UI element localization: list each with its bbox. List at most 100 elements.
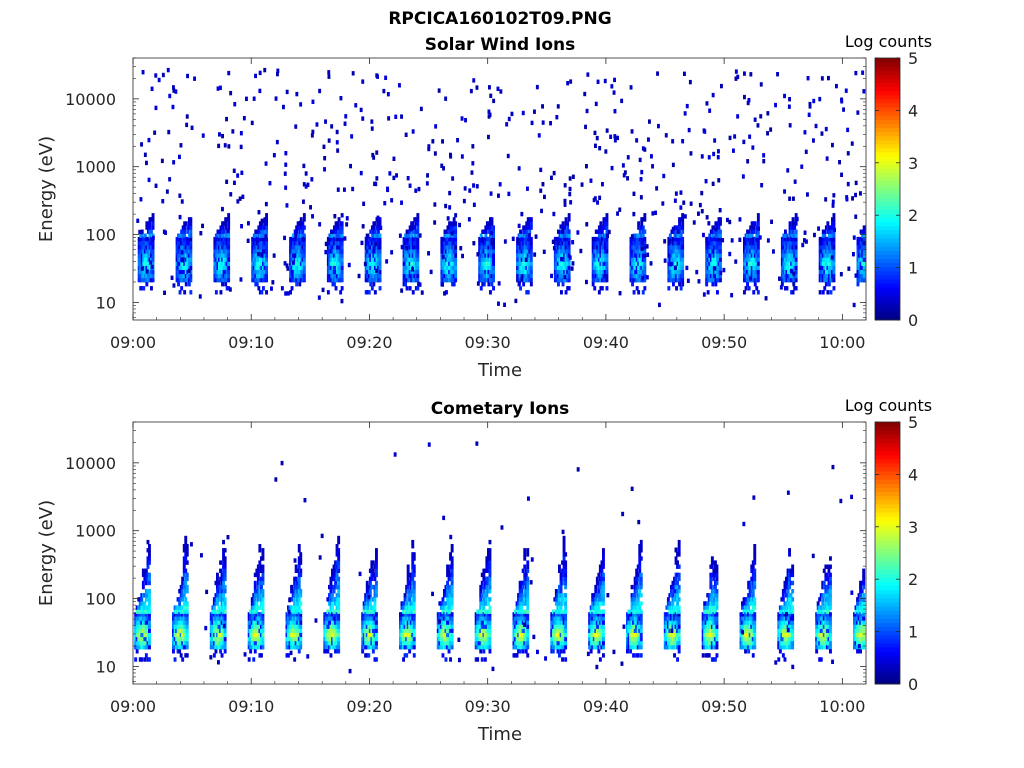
heatmap-cell — [140, 233, 144, 238]
heatmap-cell — [743, 249, 746, 254]
heatmap-cell — [143, 253, 147, 258]
heatmap-cell — [496, 86, 500, 91]
heatmap-cell — [832, 225, 836, 230]
heatmap-cell — [140, 624, 144, 629]
heatmap-cell — [366, 265, 370, 270]
heatmap-cell — [638, 249, 642, 254]
heatmap-cell — [604, 241, 607, 246]
heatmap-cell — [140, 249, 144, 254]
heatmap-cell — [383, 201, 387, 206]
heatmap-cell — [292, 265, 295, 270]
heatmap-cell — [340, 257, 344, 262]
heatmap-cell — [184, 568, 188, 573]
heatmap-cell — [519, 286, 522, 291]
heatmap-cell — [351, 186, 355, 192]
heatmap-cell — [262, 249, 265, 254]
heatmap-cell — [222, 601, 225, 606]
heatmap-cell — [832, 245, 836, 250]
heatmap-cell — [638, 241, 642, 246]
heatmap-cell — [443, 612, 446, 617]
heatmap-cell — [519, 229, 522, 234]
heatmap-cell — [714, 236, 718, 242]
heatmap-cell — [214, 236, 218, 242]
heatmap-cell — [452, 241, 456, 246]
heatmap-cell — [334, 584, 337, 590]
heatmap-cell — [490, 257, 494, 262]
heatmap-cell — [482, 273, 486, 279]
heatmap-cell — [333, 273, 336, 279]
heatmap-cell — [289, 245, 292, 250]
heatmap-cell — [329, 601, 333, 606]
heatmap-cell — [414, 286, 418, 291]
heatmap-cell — [800, 164, 804, 169]
heatmap-cell — [331, 572, 334, 578]
heatmap-cell — [711, 257, 715, 262]
heatmap-cell — [373, 657, 377, 662]
heatmap-cell — [216, 645, 219, 650]
heatmap-cell — [377, 229, 380, 234]
heatmap-cell — [445, 265, 448, 270]
heatmap-cell — [293, 277, 297, 283]
heatmap-cell — [784, 265, 787, 270]
heatmap-cell — [667, 286, 671, 291]
heatmap-cell — [785, 277, 789, 283]
heatmap-cell — [184, 624, 188, 629]
heatmap-cell — [635, 286, 639, 291]
heatmap-cell — [250, 645, 254, 650]
heatmap-cell — [484, 249, 488, 254]
heatmap-cell — [173, 612, 177, 617]
heatmap-cell — [290, 245, 294, 250]
heatmap-cell — [444, 645, 448, 650]
heatmap-cell — [525, 249, 529, 254]
heatmap-cell — [553, 236, 557, 242]
heatmap-cell — [318, 88, 322, 94]
heatmap-cell — [326, 269, 330, 275]
heatmap-cell — [221, 233, 224, 238]
heatmap-cell — [253, 572, 257, 578]
heatmap-cell — [287, 624, 290, 629]
heatmap-cell — [591, 261, 595, 266]
heatmap-cell — [367, 616, 371, 621]
heatmap-cell — [373, 628, 377, 633]
heatmap-cell — [569, 200, 573, 205]
heatmap-cell — [449, 584, 452, 590]
heatmap-cell — [296, 241, 300, 246]
heatmap-cell — [335, 129, 339, 135]
heatmap-cell — [517, 253, 521, 258]
heatmap-cell — [258, 249, 262, 254]
heatmap-cell — [635, 138, 639, 143]
heatmap-cell — [172, 649, 175, 654]
heatmap-cell — [364, 624, 368, 629]
heatmap-cell — [818, 277, 822, 283]
heatmap-cell — [557, 282, 560, 287]
heatmap-cell — [190, 125, 194, 130]
heatmap-cell — [452, 225, 456, 230]
heatmap-cell — [143, 640, 147, 646]
heatmap-cell — [526, 217, 530, 222]
heatmap-cell — [178, 624, 182, 629]
heatmap-cell — [441, 645, 445, 650]
heatmap-cell — [340, 277, 344, 283]
colorbar-segment — [875, 148, 900, 153]
heatmap-cell — [172, 640, 175, 646]
heatmap-cell — [221, 265, 224, 270]
heatmap-cell — [331, 568, 334, 573]
heatmap-cell — [261, 612, 265, 617]
heatmap-cell — [222, 269, 226, 275]
heatmap-cell — [285, 628, 289, 633]
heatmap-cell — [250, 624, 254, 629]
heatmap-cell — [178, 154, 181, 160]
heatmap-cell — [182, 612, 186, 617]
heatmap-cell — [709, 229, 713, 234]
heatmap-cell — [181, 229, 185, 234]
heatmap-cell — [220, 628, 224, 633]
heatmap-cell — [365, 640, 369, 646]
heatmap-cell — [411, 267, 414, 272]
heatmap-cell — [225, 245, 229, 250]
heatmap-cell — [441, 640, 445, 646]
heatmap-cell — [263, 221, 267, 226]
heatmap-cell — [220, 632, 224, 638]
heatmap-cell — [185, 609, 189, 614]
heatmap-cell — [184, 636, 188, 642]
heatmap-cell — [141, 632, 145, 638]
